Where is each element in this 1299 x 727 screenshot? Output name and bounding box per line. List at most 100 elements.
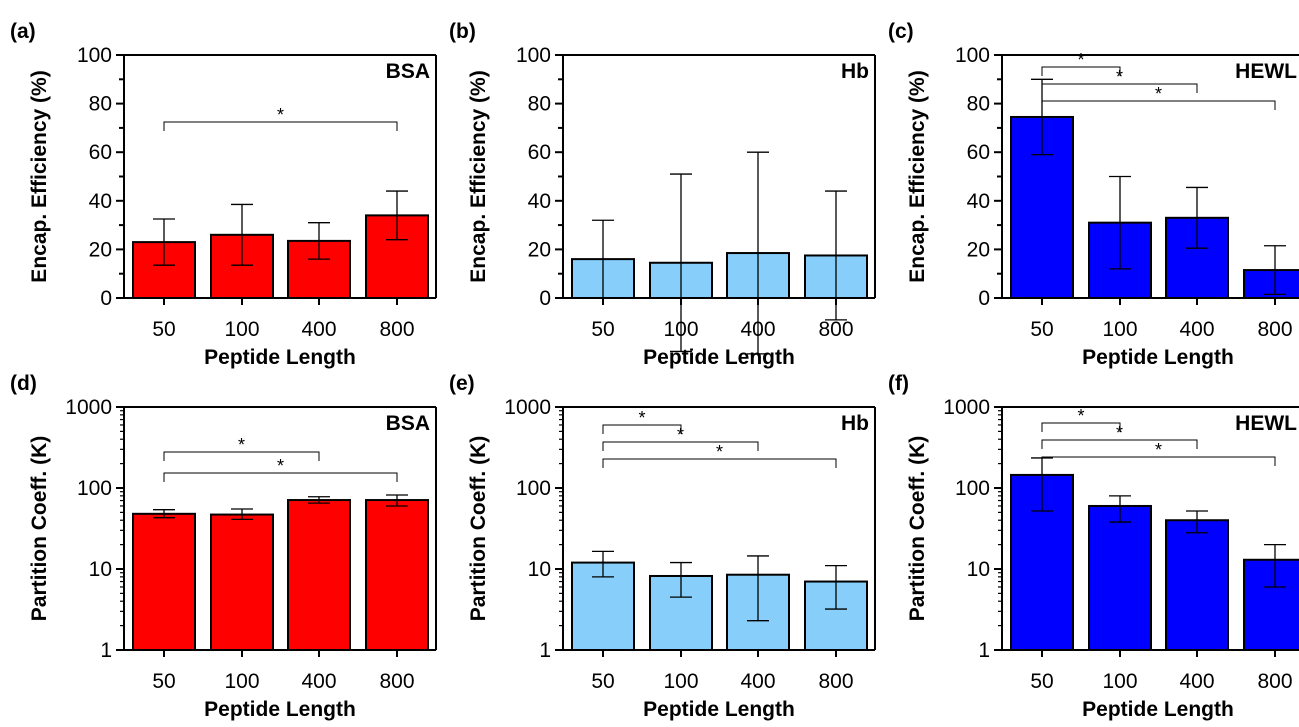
x-tick-label: 100 <box>1102 670 1137 693</box>
significance-star: * <box>238 435 245 455</box>
significance-star: * <box>1116 67 1123 87</box>
x-tick-label: 50 <box>591 318 614 341</box>
y-tick-label: 40 <box>89 190 112 213</box>
x-tick-label: 50 <box>1030 318 1053 341</box>
y-tick-label: 20 <box>89 238 112 261</box>
y-tick-label: 100 <box>77 477 112 500</box>
x-axis-title: Peptide Length <box>643 346 795 369</box>
y-tick-label: 1000 <box>65 396 112 419</box>
error-bar-100 <box>670 173 692 353</box>
x-tick-label: 100 <box>663 318 698 341</box>
significance-bracket <box>1041 83 1198 93</box>
bar-100 <box>1088 504 1152 652</box>
y-tick-label: 80 <box>528 93 551 116</box>
y-axis-title: Partition Coeff. (K) <box>906 436 929 621</box>
x-axis-title: Peptide Length <box>643 698 795 721</box>
y-ticks <box>116 406 124 651</box>
error-bar-400 <box>747 151 769 355</box>
error-bar-800 <box>1264 245 1286 296</box>
significance-star: * <box>277 456 284 476</box>
axes-frame <box>562 406 876 651</box>
bar-100 <box>649 574 713 651</box>
x-tick-label: 100 <box>224 318 259 341</box>
x-axis-title: Peptide Length <box>204 346 356 369</box>
error-bar-100 <box>670 561 692 598</box>
error-bar-400 <box>308 496 330 504</box>
panel-label: (f) <box>888 372 909 395</box>
significance-bracket <box>163 472 398 482</box>
y-tick-label: 20 <box>528 238 551 261</box>
x-axis-title: Peptide Length <box>1082 346 1234 369</box>
error-bar-400 <box>1186 186 1208 249</box>
y-tick-label: 10 <box>967 558 990 581</box>
axes-frame <box>1001 406 1299 651</box>
y-tick-label: 20 <box>967 238 990 261</box>
panel-label: (c) <box>888 20 914 43</box>
significance-star: * <box>1155 440 1162 460</box>
error-bar-50 <box>153 509 175 519</box>
plot-area: * <box>132 105 429 300</box>
x-tick-label: 800 <box>379 318 414 341</box>
protein-label: BSA <box>386 412 430 435</box>
error-bar-100 <box>231 203 253 266</box>
significance-bracket <box>1041 422 1121 432</box>
protein-label: HEWL <box>1235 412 1297 435</box>
panel-a: * 0 20 40 60 80 100 50 100 400 800 Peptide Length En… <box>10 20 437 369</box>
error-bar-400 <box>1186 510 1208 534</box>
bar-400 <box>1165 519 1229 652</box>
bar-800 <box>365 214 429 300</box>
x-tick-label: 50 <box>152 670 175 693</box>
significance-bracket <box>1041 439 1198 449</box>
x-tick-label: 800 <box>1257 318 1292 341</box>
significance-bracket <box>1041 66 1121 76</box>
x-tick-label: 400 <box>301 670 336 693</box>
y-tick-label: 60 <box>967 141 990 164</box>
significance-star: * <box>1077 406 1084 426</box>
y-tick-label: 100 <box>516 44 551 67</box>
y-ticks <box>555 54 563 299</box>
x-tick-label: 800 <box>1257 670 1292 693</box>
x-tick-label: 400 <box>1179 670 1214 693</box>
bar-100 <box>210 513 274 651</box>
panel-label: (e) <box>449 372 475 395</box>
x-tick-label: 50 <box>591 670 614 693</box>
panel-label: (a) <box>10 20 36 43</box>
significance-star: * <box>716 442 723 462</box>
y-tick-label: 0 <box>978 287 990 310</box>
y-tick-label: 100 <box>77 44 112 67</box>
significance-star: * <box>1155 84 1162 104</box>
x-tick-label: 400 <box>740 318 775 341</box>
bar-50 <box>132 512 196 651</box>
significance-star: * <box>1116 423 1123 443</box>
y-tick-label: 100 <box>516 477 551 500</box>
x-axis-title: Peptide Length <box>1082 698 1234 721</box>
protein-label: BSA <box>386 60 430 83</box>
significance-bracket <box>1041 456 1276 466</box>
y-tick-label: 0 <box>539 287 551 310</box>
error-bar-100 <box>231 508 253 521</box>
y-axis-title: Encap. Efficiency (%) <box>467 70 490 282</box>
y-tick-label: 40 <box>528 190 551 213</box>
significance-star: * <box>638 408 645 428</box>
x-axis-title: Peptide Length <box>204 698 356 721</box>
plot-area <box>571 151 868 355</box>
y-tick-label: 1000 <box>943 396 990 419</box>
protein-label: HEWL <box>1235 60 1297 83</box>
significance-bracket <box>1041 100 1276 110</box>
significance-star: * <box>1077 50 1084 70</box>
x-tick-label: 100 <box>224 670 259 693</box>
plot-area: * * * <box>571 408 868 651</box>
error-bar-100 <box>1109 175 1131 270</box>
protein-label: Hb <box>841 412 869 435</box>
x-tick-label: 800 <box>379 670 414 693</box>
x-tick-label: 400 <box>1179 318 1214 341</box>
significance-bracket <box>602 441 759 451</box>
significance-bracket <box>163 451 320 461</box>
error-bar-800 <box>825 564 847 610</box>
protein-label: Hb <box>841 60 869 83</box>
error-bar-800 <box>386 190 408 241</box>
y-ticks <box>994 54 1002 299</box>
x-tick-label: 400 <box>740 670 775 693</box>
significance-bracket <box>602 458 837 468</box>
